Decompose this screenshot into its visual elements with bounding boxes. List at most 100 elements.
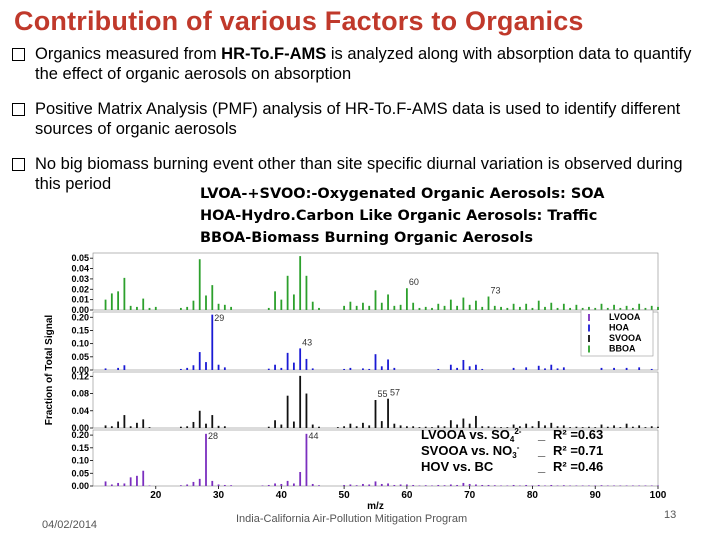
peak-label: 55 — [378, 389, 388, 399]
spectrum-bar — [562, 303, 565, 310]
spectrum-bar — [129, 477, 132, 486]
y-tick-label: 0.20 — [71, 312, 89, 322]
spectrum-bar — [374, 354, 377, 370]
spectrum-bar — [380, 421, 383, 428]
spectrum-bar — [418, 427, 421, 428]
peak-label: 28 — [208, 431, 218, 441]
spectrum-bar — [449, 420, 452, 428]
spectrum-bar — [418, 485, 421, 486]
correlation-r2: R² =0.63 — [553, 427, 603, 442]
spectrum-bar — [186, 306, 189, 310]
spectrum-bar — [123, 277, 126, 310]
checkbox-bullet-icon — [12, 103, 25, 116]
spectrum-bar — [556, 368, 559, 370]
spectrum-bar — [575, 485, 578, 486]
spectrum-bar — [117, 421, 120, 428]
spectrum-bar — [449, 299, 452, 310]
spectrum-bar — [217, 303, 220, 310]
spectrum-bar — [343, 305, 346, 310]
spectrum-bar — [462, 418, 465, 428]
spectrum-bar — [431, 427, 433, 428]
spectrum-bar — [186, 426, 189, 428]
spectrum-bar — [380, 302, 383, 310]
spectrum-bar — [343, 484, 346, 486]
spectrum-bar — [613, 485, 615, 486]
spectrum-bar — [493, 426, 496, 428]
spectrum-bar — [192, 421, 195, 428]
spectrum-bar — [267, 426, 270, 428]
y-tick-label: 0.00 — [71, 423, 89, 433]
spectrum-bar — [443, 426, 446, 428]
spectrum-bar — [198, 410, 201, 428]
spectrum-bar — [581, 485, 584, 486]
spectrum-bar — [230, 485, 233, 486]
panel-bboa: 0.050.040.030.020.010.00 60 73 — [71, 252, 659, 315]
y-tick-label: 0.05 — [71, 352, 89, 362]
spectrum-bar — [625, 423, 628, 428]
spectrum-bar — [537, 365, 540, 370]
spectrum-bar — [625, 367, 628, 370]
spectrum-bar — [462, 297, 465, 310]
spectrum-bar — [387, 294, 389, 310]
spectrum-bar — [431, 307, 433, 310]
spectrum-bar — [424, 306, 427, 310]
spectrum-bar — [368, 368, 371, 370]
spectrum-bar — [613, 304, 615, 310]
slide-title: Contribution of various Factors to Organ… — [14, 6, 584, 36]
bullet-item: Positive Matrix Analysis (PMF) analysis … — [12, 99, 712, 139]
spectrum-bar — [217, 425, 220, 428]
spectrum-bar — [198, 352, 201, 370]
spectrum-bar — [644, 485, 647, 486]
spectrum-bar — [600, 303, 603, 310]
y-tick-label: 0.15 — [71, 443, 89, 453]
spectrum-bar — [299, 256, 302, 310]
spectrum-bar — [657, 306, 659, 310]
legend-entry: SVOOA — [609, 333, 642, 343]
spectrum-bar — [292, 362, 295, 370]
spectrum-bar — [462, 482, 465, 486]
x-tick-label: 50 — [339, 490, 351, 501]
spectrum-bar — [142, 298, 145, 310]
spectrum-bar — [531, 307, 534, 310]
spectrum-bar — [500, 427, 502, 428]
spectrum-bar — [613, 425, 615, 428]
correlation-separator: _ — [537, 459, 546, 474]
spectrum-bar — [368, 305, 371, 310]
spectrum-bar — [562, 367, 565, 370]
bullet-item: No big biomass burning event other than … — [12, 154, 712, 194]
spectrum-bar — [211, 314, 214, 370]
spectrum-bar — [267, 368, 270, 370]
spectrum-bar — [198, 259, 201, 310]
spectrum-bar — [594, 485, 597, 486]
spectrum-bar — [129, 305, 132, 310]
spectrum-bar — [343, 368, 346, 370]
spectrum-bar — [136, 306, 138, 310]
checkbox-bullet-icon — [12, 158, 25, 171]
spectrum-bar — [650, 426, 653, 428]
spectrum-bar — [588, 426, 590, 428]
spectrum-bar — [192, 481, 195, 486]
spectrum-bar — [148, 427, 151, 428]
spectrum-bar — [179, 485, 182, 486]
spectrum-bar — [292, 421, 295, 428]
bullet-text: Organics measured from HR-To.F-AMS is an… — [35, 45, 692, 83]
spectrum-bar — [349, 367, 352, 370]
y-axis-label: Fraction of Total Signal — [44, 315, 55, 426]
spectrum-bar — [625, 485, 628, 486]
spectrum-bar — [405, 484, 408, 486]
spectrum-bar — [305, 358, 308, 370]
peak-label: 43 — [302, 337, 312, 347]
spectrum-bar — [374, 290, 377, 310]
y-tick-label: 0.15 — [71, 325, 89, 335]
spectrum-bar — [531, 426, 534, 428]
spectrum-bar — [211, 415, 214, 428]
spectrum-bar — [638, 367, 641, 370]
spectrum-bar — [493, 485, 496, 486]
spectrum-bar — [223, 304, 226, 310]
spectrum-bar — [537, 300, 540, 310]
spectrum-bar — [487, 296, 490, 310]
spectrum-bar — [355, 426, 358, 428]
correlation-label: LVOOA vs. SO42- — [421, 427, 522, 444]
spectrum-bar — [318, 307, 320, 310]
spectrum-bar — [286, 275, 289, 310]
